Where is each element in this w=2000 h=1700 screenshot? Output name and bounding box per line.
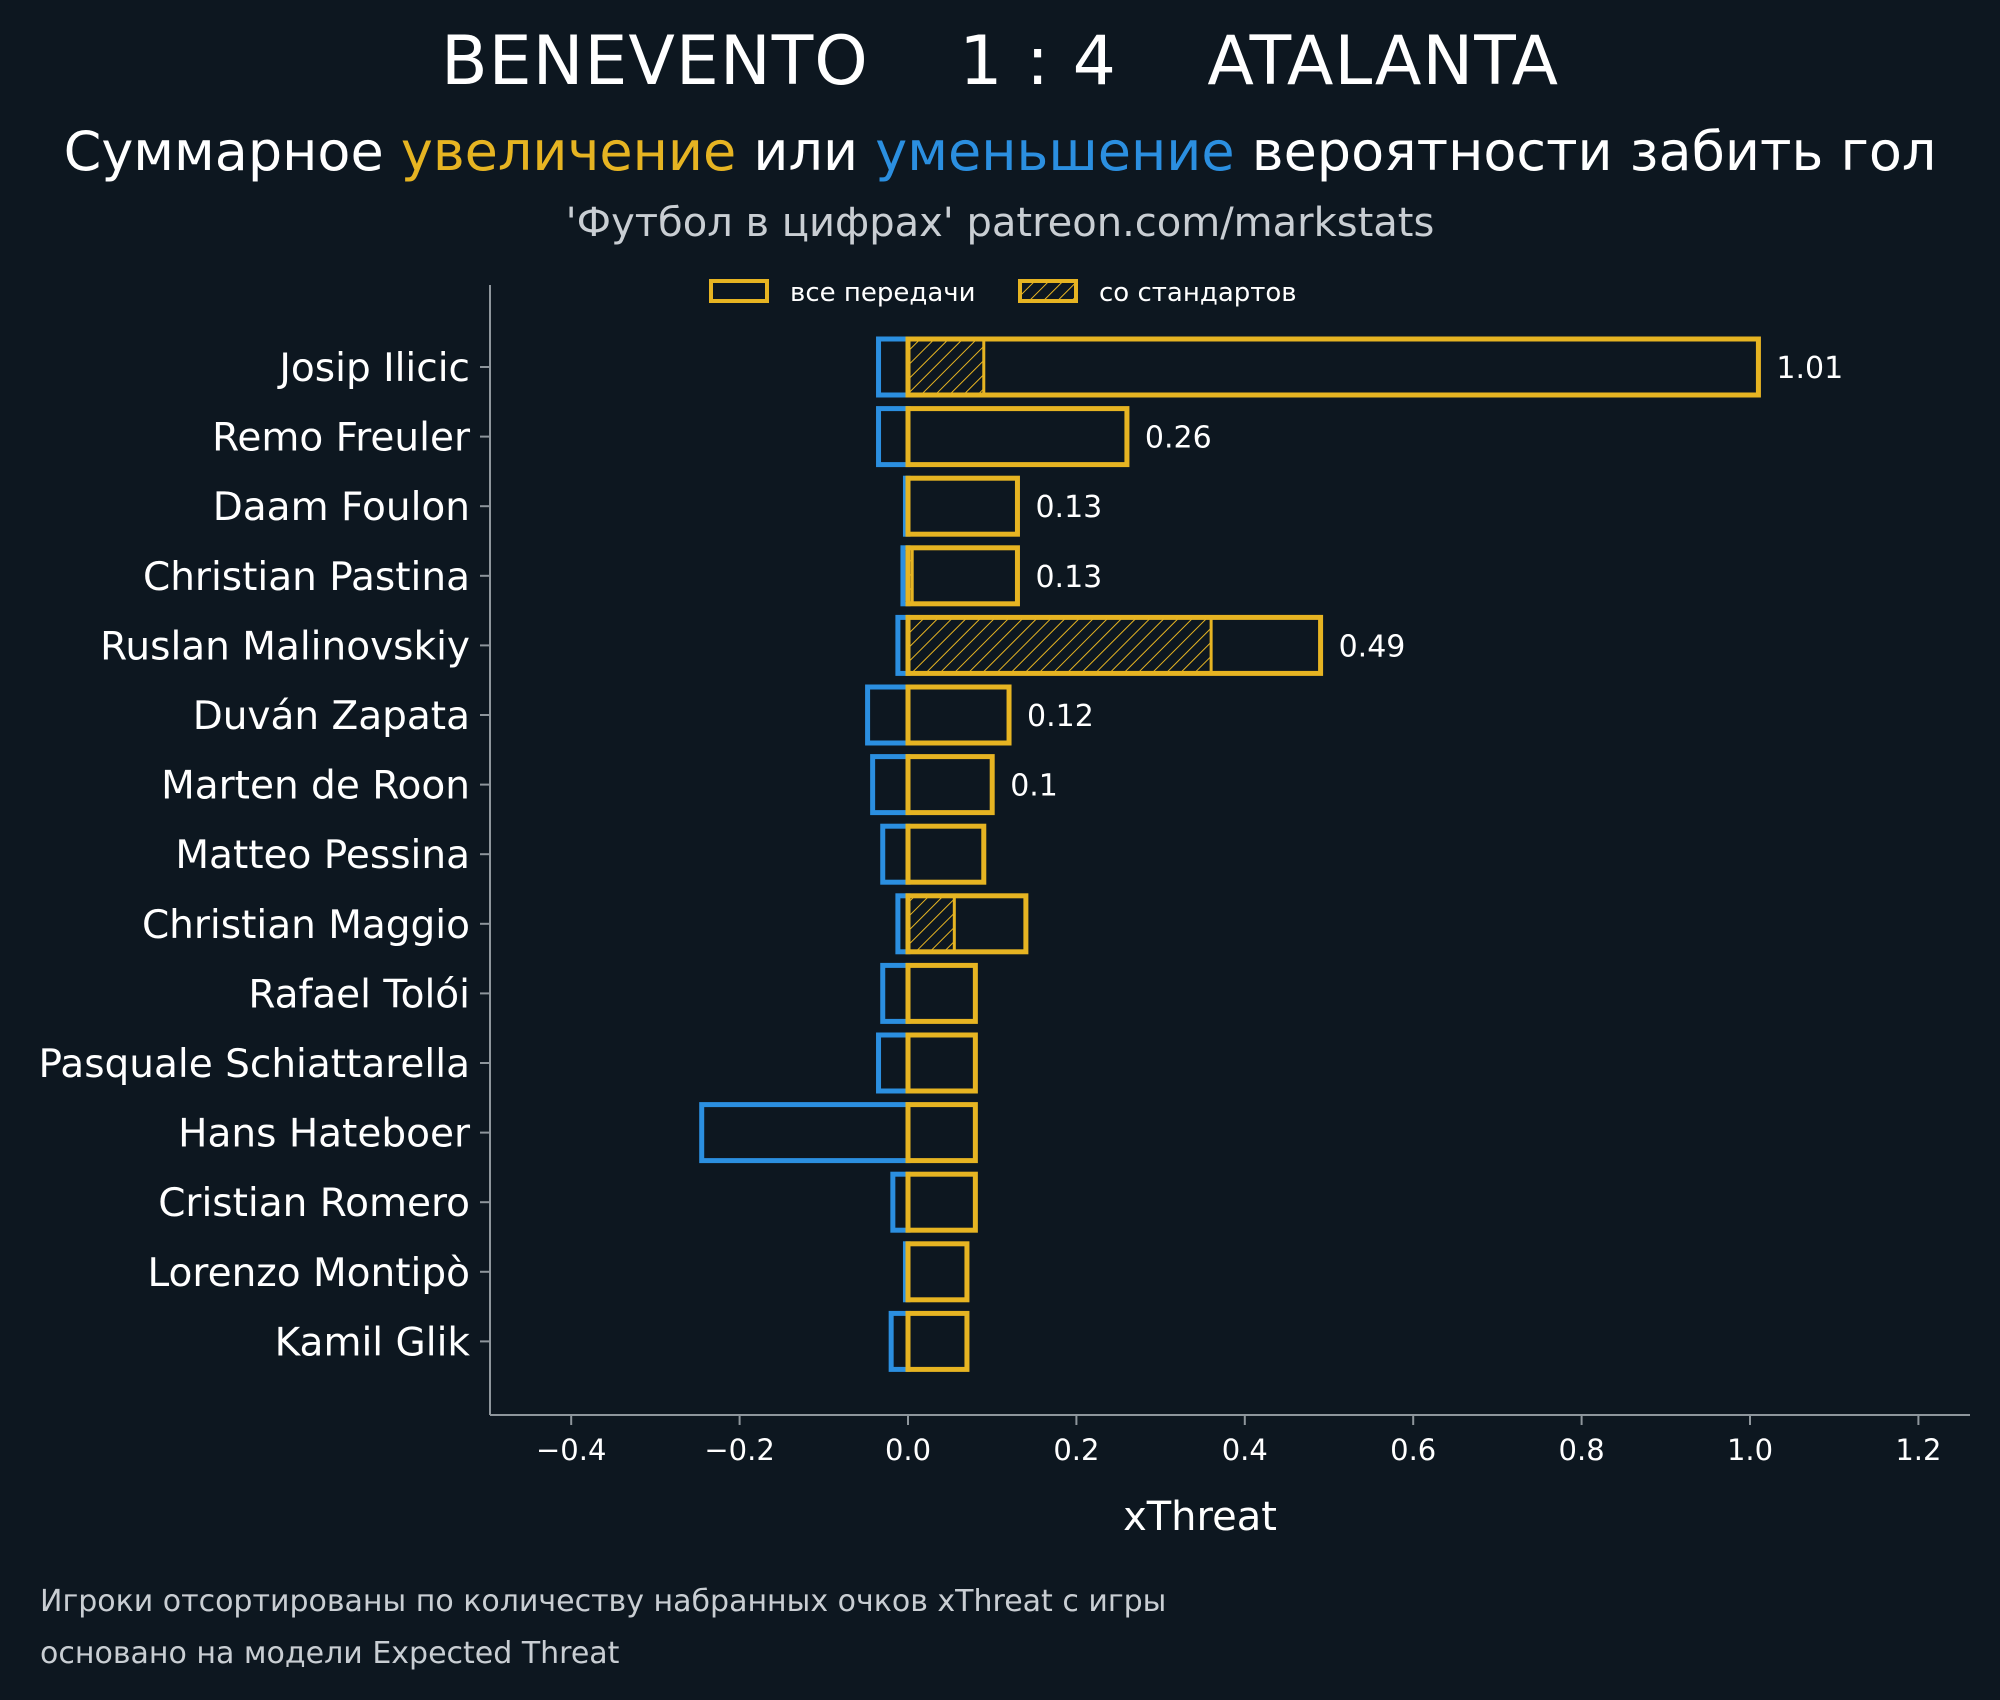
chart-title: BENEVENTO 1 : 4 ATALANTA <box>440 22 1560 101</box>
increase-bar <box>905 1241 970 1303</box>
player-name-label: Hans Hateboer <box>178 1112 471 1157</box>
plot-area: −0.4 −0.2 0.0 0.2 0.4 0.6 0.8 1.0 1.2 xThreat Josi… <box>39 278 1970 1540</box>
x-axis-title: xThreat <box>1123 1494 1277 1540</box>
legend-label-all-passes: все передачи <box>790 278 976 308</box>
bar-value-label: 0.49 <box>1339 629 1406 664</box>
player-name-label: Cristian Romero <box>158 1181 470 1226</box>
increase-bar <box>905 406 1130 468</box>
bar-value-label: 1.01 <box>1776 351 1843 386</box>
x-tick-label: 1.2 <box>1895 1433 1941 1467</box>
x-tick-label: 0.4 <box>1222 1433 1268 1467</box>
set-piece-bar <box>906 615 1213 675</box>
player-name-label: Lorenzo Montipò <box>148 1251 471 1296</box>
increase-bar <box>905 754 995 816</box>
set-piece-bar <box>906 337 986 397</box>
increase-bar <box>905 823 987 885</box>
bar-value-label: 0.13 <box>1035 560 1102 595</box>
decrease-bar <box>865 684 911 746</box>
player-name-label: Pasquale Schiattarella <box>39 1042 470 1087</box>
increase-bar <box>905 1171 978 1233</box>
decrease-bar <box>870 754 911 816</box>
decrease-bar <box>880 962 911 1024</box>
x-tick-label: 0.6 <box>1390 1433 1436 1467</box>
bar-value-label: 0.1 <box>1010 769 1058 804</box>
chart-legend: все передачи со стандартов <box>709 278 1297 308</box>
player-name-label: Matteo Pessina <box>175 833 470 878</box>
player-name-label: Daam Foulon <box>213 485 470 530</box>
source-credit: 'Футбол в цифрах' patreon.com/markstats <box>565 200 1435 246</box>
player-name-label: Remo Freuler <box>212 416 471 461</box>
x-tick-label: 0.2 <box>1053 1433 1099 1467</box>
decrease-bar <box>880 823 911 885</box>
player-name-label: Rafael Tolói <box>248 972 470 1017</box>
player-name-label: Christian Maggio <box>142 903 470 948</box>
player-name-label: Kamil Glik <box>275 1320 471 1365</box>
x-tick-label: 0.8 <box>1559 1433 1605 1467</box>
subtitle-increase-word: увеличение <box>400 120 737 183</box>
subtitle-text-2: или <box>736 120 876 183</box>
increase-bar <box>905 1102 978 1164</box>
increase-bar <box>905 475 1020 537</box>
legend-swatch-set-pieces <box>1018 279 1078 303</box>
x-tick-label: −0.4 <box>536 1433 606 1467</box>
increase-bar <box>905 1310 970 1372</box>
player-name-label: Marten de Roon <box>161 764 470 809</box>
increase-bar <box>905 336 1761 398</box>
player-name-label: Christian Pastina <box>143 555 470 600</box>
legend-swatch-all-passes <box>709 279 769 303</box>
footnote-sorting: Игроки отсортированы по количеству набра… <box>40 1584 1167 1619</box>
subtitle-decrease-word: уменьшение <box>875 120 1235 183</box>
player-name-label: Ruslan Malinovskiy <box>100 624 470 669</box>
decrease-bar <box>876 1032 911 1094</box>
x-tick-label: 0.0 <box>885 1433 931 1467</box>
increase-bar <box>905 545 1020 607</box>
increase-bar <box>905 684 1012 746</box>
player-name-label: Josip Ilicic <box>276 346 470 391</box>
subtitle-text-3: вероятности забить гол <box>1234 120 1937 183</box>
decrease-bar <box>699 1102 911 1164</box>
x-tick-label: 1.0 <box>1727 1433 1773 1467</box>
legend-label-set-pieces: со стандартов <box>1099 278 1297 308</box>
footnote-model: основано на модели Expected Threat <box>40 1636 620 1671</box>
bar-value-label: 0.13 <box>1035 490 1102 525</box>
subtitle-text-1: Суммарное <box>63 120 401 183</box>
x-tick-label: −0.2 <box>704 1433 774 1467</box>
decrease-bar <box>876 406 911 468</box>
increase-bar <box>905 962 978 1024</box>
increase-bar <box>905 1032 978 1094</box>
increase-bar <box>905 614 1324 676</box>
bar-value-label: 0.12 <box>1027 699 1094 734</box>
player-name-label: Duván Zapata <box>193 694 470 739</box>
decrease-bar <box>876 336 911 398</box>
decrease-bar <box>888 1310 911 1372</box>
set-piece-bar <box>906 894 956 954</box>
chart-subtitle: Суммарное увеличение или уменьшение веро… <box>0 120 2000 183</box>
bar-value-label: 0.26 <box>1145 421 1212 456</box>
increase-bar <box>905 893 1029 955</box>
